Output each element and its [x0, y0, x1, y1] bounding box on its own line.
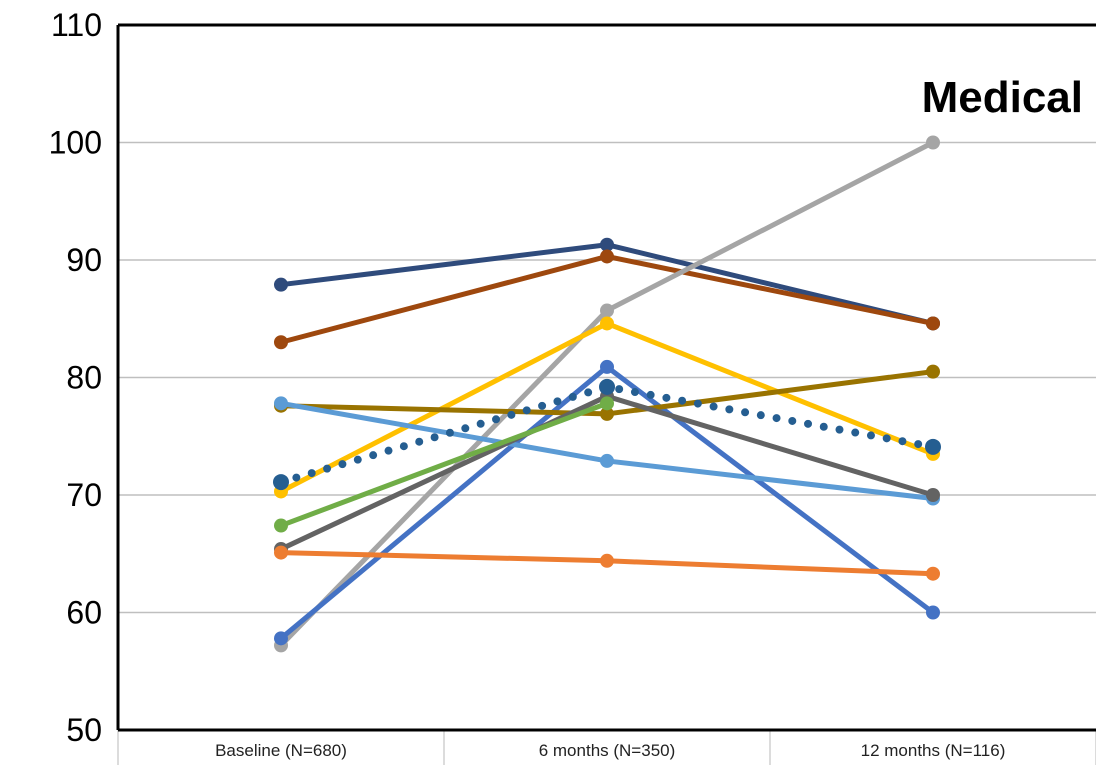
data-point	[274, 545, 288, 560]
x-tick-label: 6 months (N=350)	[539, 741, 676, 760]
data-point	[926, 364, 940, 379]
data-point	[600, 359, 614, 374]
y-tick-label: 50	[66, 712, 102, 748]
data-point	[600, 406, 614, 421]
data-point	[926, 605, 940, 620]
data-point	[926, 316, 940, 331]
data-point	[600, 237, 614, 252]
series-8	[274, 396, 614, 533]
series-10	[273, 378, 941, 491]
data-point	[926, 135, 940, 150]
y-tick-label: 70	[66, 477, 102, 513]
series-1	[274, 249, 940, 350]
data-point	[274, 396, 288, 411]
axes	[116, 23, 1096, 732]
data-point	[274, 631, 288, 646]
y-tick-label: 100	[49, 125, 102, 161]
x-tick-label: 12 months (N=116)	[861, 741, 1006, 760]
x-tick-label: Baseline (N=680)	[215, 741, 347, 760]
data-point	[600, 249, 614, 264]
data-point	[600, 316, 614, 331]
series-4	[274, 359, 940, 646]
y-axis-ticks: 50 60 70 80 90 100 110	[49, 7, 102, 748]
gridlines	[118, 141, 1096, 614]
data-point	[600, 396, 614, 411]
series-9	[274, 545, 940, 581]
data-point	[274, 277, 288, 292]
data-point	[599, 378, 615, 395]
data-point	[273, 474, 289, 491]
data-point	[926, 488, 940, 502]
chart-title: Medical	[922, 73, 1083, 122]
x-axis-categories: Baseline (N=680) 6 months (N=350) 12 month…	[117, 730, 1096, 765]
data-point	[926, 566, 940, 581]
data-point	[274, 518, 288, 533]
y-tick-label: 110	[51, 7, 102, 43]
data-point	[925, 438, 941, 455]
series-lines	[273, 135, 941, 653]
y-tick-label: 90	[66, 242, 102, 278]
data-point	[600, 553, 614, 568]
y-tick-label: 80	[66, 360, 102, 396]
y-tick-label: 60	[66, 595, 102, 631]
series-6	[274, 396, 940, 506]
data-point	[600, 303, 614, 318]
data-point	[274, 335, 288, 350]
series-line	[280, 401, 608, 528]
data-point	[600, 453, 614, 468]
